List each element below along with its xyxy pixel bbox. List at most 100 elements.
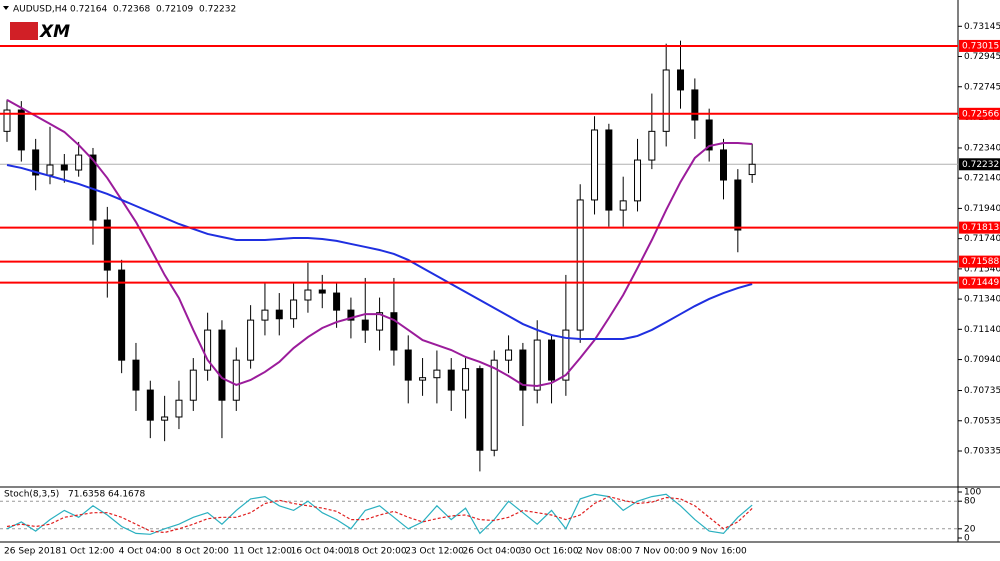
candle-body xyxy=(132,359,140,391)
candle-body xyxy=(376,312,384,331)
candle-body xyxy=(404,349,412,381)
candle-body xyxy=(490,359,498,451)
ohlc-low: 0.72109 xyxy=(156,5,193,15)
x-tick-label: 7 Nov 00:00 xyxy=(635,547,690,557)
candle-body xyxy=(60,164,68,171)
candle-body xyxy=(691,89,699,121)
candle-body xyxy=(17,109,25,151)
y-tick-label: 0.71940 xyxy=(964,204,1000,214)
candle-body xyxy=(433,369,441,379)
y-tick-label: 0.71540 xyxy=(964,264,1000,274)
candle-body xyxy=(146,389,154,421)
symbol-title: AUDUSD,H4 xyxy=(13,5,68,15)
y-tick-label: 0.70335 xyxy=(964,446,1000,456)
last-price-label: 0.72232 xyxy=(962,160,999,170)
candle-body xyxy=(3,109,11,132)
y-tick-label: 0.72340 xyxy=(964,143,1000,153)
y-tick-label: 0.70940 xyxy=(964,355,1000,365)
candle-body xyxy=(519,349,527,391)
y-tick-label: 80 xyxy=(964,497,976,507)
x-tick-label: 11 Oct 12:00 xyxy=(233,547,292,557)
candle-body xyxy=(218,329,226,401)
x-tick-label: 8 Oct 20:00 xyxy=(176,547,229,557)
candle-body xyxy=(75,154,83,171)
level-label: 0.71449 xyxy=(962,278,999,288)
candle-body xyxy=(204,329,212,371)
ohlc-high: 0.72368 xyxy=(113,5,150,15)
candle-body xyxy=(533,339,541,391)
candle-body xyxy=(118,269,126,361)
candle-body xyxy=(290,299,298,320)
y-tick-label: 100 xyxy=(964,488,981,498)
ohlc-close: 0.72232 xyxy=(199,5,236,15)
candle-body xyxy=(333,292,341,311)
candle-body xyxy=(304,289,312,301)
y-tick-label: 0.70735 xyxy=(964,386,1000,396)
x-tick-label: 30 Oct 16:00 xyxy=(520,547,579,557)
candle-body xyxy=(161,416,169,421)
menu-arrow[interactable] xyxy=(3,6,9,10)
x-tick-label: 4 Oct 04:00 xyxy=(119,547,172,557)
ohlc-open: 0.72164 xyxy=(70,5,107,15)
candle-body xyxy=(720,149,727,181)
x-tick-label: 2 Nov 08:00 xyxy=(577,547,632,557)
candle-body xyxy=(748,163,756,176)
x-tick-label: 26 Oct 04:00 xyxy=(463,547,522,557)
candle-body xyxy=(634,159,642,202)
x-tick-label: 9 Nov 16:00 xyxy=(692,547,747,557)
candle-body xyxy=(648,130,656,161)
x-tick-label: 18 Oct 20:00 xyxy=(348,547,407,557)
candle-body xyxy=(734,179,742,231)
level-tag xyxy=(959,276,1000,289)
y-tick-label: 0.71740 xyxy=(964,234,1000,244)
x-tick-label: 23 Oct 12:00 xyxy=(405,547,464,557)
candle-body xyxy=(576,199,584,331)
candle-body xyxy=(318,289,326,294)
stoch-line xyxy=(6,493,753,535)
candle-body xyxy=(476,368,484,451)
level-label: 0.72566 xyxy=(962,109,999,119)
candle-body xyxy=(562,329,570,381)
y-tick-label: 0.72140 xyxy=(964,174,1000,184)
x-tick-label: 26 Sep 2018 xyxy=(4,547,61,557)
logo-mark xyxy=(10,22,38,40)
moving-average xyxy=(6,99,753,388)
level-tag xyxy=(959,107,1000,120)
candle-body xyxy=(261,309,269,321)
candle-body xyxy=(677,69,685,91)
candle-body xyxy=(548,339,556,381)
candle-body xyxy=(447,369,455,391)
level-label: 0.71588 xyxy=(962,257,999,267)
y-tick-label: 0.73145 xyxy=(964,22,1000,32)
candle-body xyxy=(175,399,183,418)
candle-body xyxy=(275,309,283,320)
moving-average xyxy=(6,164,753,341)
last-price-tag xyxy=(959,158,1000,171)
level-label: 0.71813 xyxy=(962,223,999,233)
candle-body xyxy=(247,319,255,361)
y-tick-label: 0.72745 xyxy=(964,82,1000,92)
y-tick-label: 20 xyxy=(964,524,976,534)
y-tick-label: 0.70535 xyxy=(964,416,1000,426)
level-tag xyxy=(959,39,1000,52)
candle-body xyxy=(619,200,627,211)
stoch-title: Stoch(8,3,5) xyxy=(4,490,59,500)
candle-body xyxy=(361,319,369,331)
candle-body xyxy=(662,69,670,132)
candle-body xyxy=(591,129,599,201)
candle-body xyxy=(189,369,197,401)
candle-body xyxy=(390,312,398,351)
candle-body xyxy=(46,164,54,176)
candle-body xyxy=(232,359,240,401)
candle-body xyxy=(605,129,613,211)
stoch-k: 71.6358 xyxy=(68,490,105,500)
y-tick-label: 0.71340 xyxy=(964,295,1000,305)
stoch-d: 64.1678 xyxy=(108,490,145,500)
candle-body xyxy=(419,377,427,381)
candle-body xyxy=(32,149,40,176)
candle-body xyxy=(462,368,470,391)
candle-body xyxy=(705,119,713,151)
stoch-line xyxy=(6,495,753,534)
y-tick-label: 0.72945 xyxy=(964,52,1000,62)
